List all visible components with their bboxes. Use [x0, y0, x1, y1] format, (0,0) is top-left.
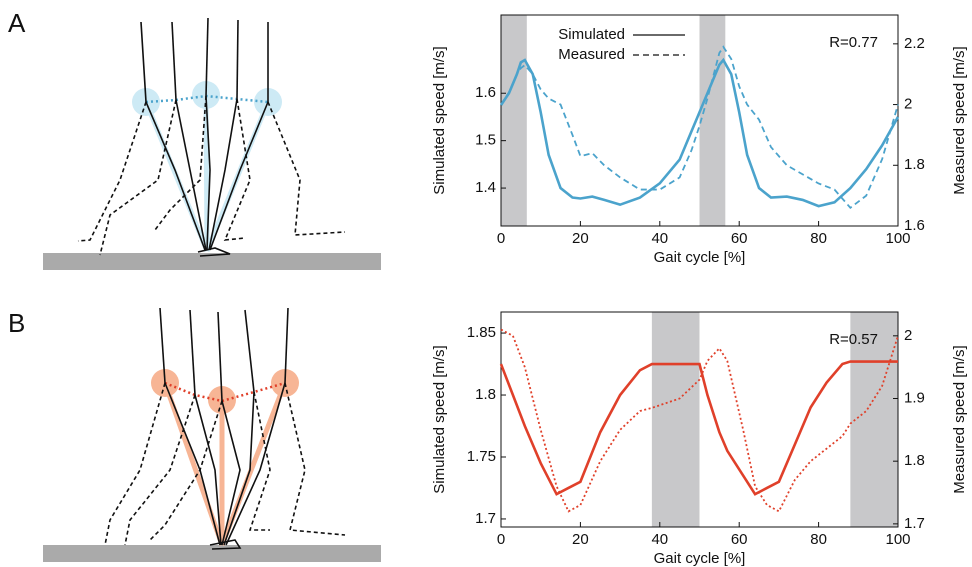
shaded-phase [501, 15, 527, 226]
y-tick-label: 1.85 [467, 324, 496, 341]
series-line [500, 45, 899, 210]
y-tick-label: 1.8 [475, 386, 496, 403]
x-tick-label: 100 [885, 531, 910, 548]
annotation: R=0.57 [829, 331, 878, 348]
x-tick-label: 0 [497, 230, 505, 247]
y2-tick-label: 1.7 [904, 515, 925, 532]
x-tick-label: 60 [731, 531, 748, 548]
y-axis-label: Simulated speed [m/s] [431, 46, 448, 194]
y-tick-label: 1.6 [475, 84, 496, 101]
y2-axis-label: Measured speed [m/s] [951, 46, 968, 194]
y2-tick-label: 1.6 [904, 217, 925, 234]
plot-frame [500, 311, 899, 528]
x-axis-label: Gait cycle [%] [654, 550, 746, 567]
x-tick-label: 100 [885, 230, 910, 247]
x-tick-label: 80 [810, 531, 827, 548]
legend-label: Measured [558, 46, 625, 63]
y-tick-label: 1.4 [475, 179, 496, 196]
series-line [499, 360, 898, 496]
y2-axis-label: Measured speed [m/s] [951, 345, 968, 493]
y2-tick-label: 2.2 [904, 35, 925, 52]
panel-label: B [8, 308, 25, 338]
y-tick-label: 1.5 [475, 132, 496, 149]
annotation: R=0.77 [829, 34, 878, 51]
x-tick-label: 20 [572, 230, 589, 247]
y2-tick-label: 2 [904, 327, 912, 344]
x-tick-label: 0 [497, 531, 505, 548]
x-tick-label: 60 [731, 230, 748, 247]
stick-figures-b [43, 307, 381, 562]
y2-tick-label: 2 [904, 96, 912, 113]
x-tick-label: 80 [810, 230, 827, 247]
series-line [499, 57, 900, 208]
x-tick-label: 20 [572, 531, 589, 548]
shaded-phase [651, 312, 700, 527]
x-tick-label: 40 [651, 531, 668, 548]
y-tick-label: 1.7 [475, 510, 496, 527]
plot-frame [500, 14, 899, 227]
legend-label: Simulated [558, 26, 625, 43]
stick-figures-a [43, 17, 381, 270]
panel-label: A [8, 8, 26, 38]
y2-tick-label: 1.8 [904, 156, 925, 173]
shaded-phase [850, 312, 898, 527]
x-tick-label: 40 [651, 230, 668, 247]
x-axis-label: Gait cycle [%] [654, 249, 746, 266]
y2-tick-label: 1.8 [904, 452, 925, 469]
y-tick-label: 1.75 [467, 448, 496, 465]
shaded-phase [699, 15, 726, 226]
y2-tick-label: 1.9 [904, 389, 925, 406]
y-axis-label: Simulated speed [m/s] [431, 345, 448, 493]
